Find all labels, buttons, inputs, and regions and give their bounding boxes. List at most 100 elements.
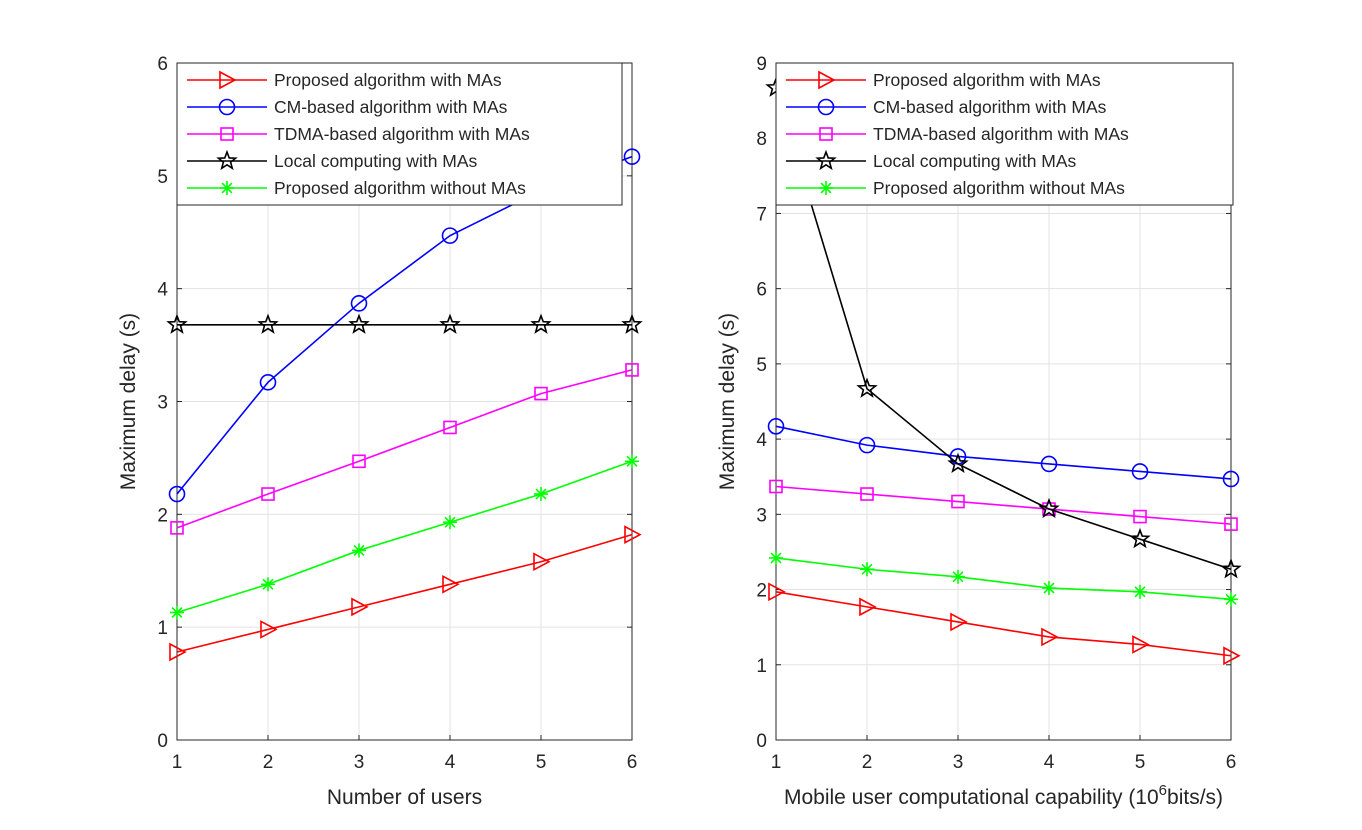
data-point-tdma-based-algorithm-with-mas-3 xyxy=(352,454,366,469)
series-group-right xyxy=(765,76,1242,666)
legend-marker xyxy=(819,127,833,141)
data-point-cm-based-algorithm-with-mas-2 xyxy=(259,374,277,391)
legend-left: Proposed algorithm with MAs CM-based algo… xyxy=(176,62,623,206)
legend-marker xyxy=(216,149,238,171)
data-point-tdma-based-algorithm-with-mas-6 xyxy=(1224,517,1238,531)
data-point-cm-based-algorithm-with-mas-2 xyxy=(858,436,876,454)
data-point-cm-based-algorithm-with-mas-5 xyxy=(1131,463,1149,480)
y-tick-label-2: 2 xyxy=(756,581,767,602)
y-tick-label-7: 7 xyxy=(756,204,767,225)
series-proposed-algorithm-without-mas xyxy=(170,454,639,620)
data-point-proposed-algorithm-without-mas-4 xyxy=(1042,581,1056,596)
x-tick-label-6: 6 xyxy=(627,752,638,773)
data-point-local-computing-with-mas-2 xyxy=(257,313,279,334)
legend-marker xyxy=(819,181,833,195)
x-axis-title-tail: bits/s) xyxy=(1167,786,1223,809)
data-point-tdma-based-algorithm-with-mas-3 xyxy=(951,494,965,509)
data-point-proposed-algorithm-with-mas-4 xyxy=(442,574,460,594)
y-tick-label-5: 5 xyxy=(157,167,168,188)
x-tick-label-6: 6 xyxy=(1226,752,1237,773)
y-tick-label-9: 9 xyxy=(756,54,767,75)
series-line-proposed-algorithm-with-mas xyxy=(775,591,1232,657)
y-tick-label-5: 5 xyxy=(756,355,767,376)
data-point-tdma-based-algorithm-with-mas-2 xyxy=(860,487,874,501)
series-line-proposed-algorithm-without-mas xyxy=(176,460,633,614)
data-point-cm-based-algorithm-with-mas-4 xyxy=(441,227,459,244)
data-point-proposed-algorithm-with-mas-5 xyxy=(1132,635,1150,654)
data-point-cm-based-algorithm-with-mas-1 xyxy=(767,418,785,435)
data-point-cm-based-algorithm-with-mas-3 xyxy=(350,295,368,312)
data-point-proposed-algorithm-with-mas-4 xyxy=(1041,627,1059,647)
series-group-left xyxy=(166,148,643,662)
data-point-local-computing-with-mas-4 xyxy=(439,313,461,334)
x-tick-label-5: 5 xyxy=(536,752,547,773)
x-tick-label-1: 1 xyxy=(172,752,183,773)
data-point-proposed-algorithm-with-mas-6 xyxy=(1223,646,1241,666)
x-axis-title-main: Mobile user computational capability (10 xyxy=(784,786,1159,809)
y-tick-label-0: 0 xyxy=(157,731,168,752)
data-point-proposed-algorithm-with-mas-3 xyxy=(351,597,369,617)
legend-label: Proposed algorithm with MAs xyxy=(274,70,502,90)
series-line-proposed-algorithm-without-mas xyxy=(775,557,1232,601)
data-point-proposed-algorithm-without-mas-1 xyxy=(769,550,783,565)
legend-label: TDMA-based algorithm with MAs xyxy=(873,124,1129,144)
y-axis-title-right: Maximum delay (s) xyxy=(716,313,739,490)
data-point-tdma-based-algorithm-with-mas-2 xyxy=(261,487,275,501)
data-point-tdma-based-algorithm-with-mas-6 xyxy=(625,363,639,377)
data-point-proposed-algorithm-without-mas-5 xyxy=(1133,584,1147,599)
data-point-tdma-based-algorithm-with-mas-1 xyxy=(769,479,783,494)
data-point-proposed-algorithm-with-mas-5 xyxy=(533,552,551,572)
x-tick-label-4: 4 xyxy=(445,752,456,773)
data-point-local-computing-with-mas-6 xyxy=(1220,557,1242,579)
data-point-proposed-algorithm-without-mas-3 xyxy=(951,569,965,584)
legend-label: Proposed algorithm with MAs xyxy=(873,70,1101,90)
data-point-proposed-algorithm-with-mas-6 xyxy=(624,525,642,544)
data-point-tdma-based-algorithm-with-mas-1 xyxy=(170,521,184,535)
data-point-proposed-algorithm-with-mas-2 xyxy=(859,597,877,617)
y-tick-label-6: 6 xyxy=(157,54,168,75)
legend-item-tdma-based-algorithm-with-mas: TDMA-based algorithm with MAs xyxy=(187,124,530,144)
legend-marker xyxy=(818,70,836,90)
x-tick-label-2: 2 xyxy=(862,752,873,773)
data-point-tdma-based-algorithm-with-mas-5 xyxy=(534,386,548,401)
legend-label: Proposed algorithm without MAs xyxy=(873,178,1125,198)
series-line-tdma-based-algorithm-with-mas xyxy=(775,485,1232,525)
legend-label: TDMA-based algorithm with MAs xyxy=(274,124,530,144)
data-point-proposed-algorithm-without-mas-4 xyxy=(443,515,457,530)
y-tick-label-4: 4 xyxy=(756,430,767,451)
legend-label: CM-based algorithm with MAs xyxy=(873,97,1107,117)
x-tick-label-3: 3 xyxy=(953,752,964,773)
data-point-proposed-algorithm-without-mas-5 xyxy=(534,487,548,502)
data-point-proposed-algorithm-without-mas-1 xyxy=(170,605,184,620)
series-proposed-algorithm-with-mas xyxy=(768,582,1241,666)
legend-marker xyxy=(218,98,236,116)
legend-item-tdma-based-algorithm-with-mas: TDMA-based algorithm with MAs xyxy=(786,124,1129,144)
data-point-proposed-algorithm-with-mas-3 xyxy=(950,612,968,632)
data-point-local-computing-with-mas-3 xyxy=(947,452,969,474)
data-point-local-computing-with-mas-4 xyxy=(1038,497,1060,519)
legend-item-cm-based-algorithm-with-mas: CM-based algorithm with MAs xyxy=(187,97,508,117)
y-axis-title-left: Maximum delay (s) xyxy=(117,313,140,490)
legend-label: CM-based algorithm with MAs xyxy=(274,97,508,117)
series-local-computing-with-mas xyxy=(166,313,643,334)
y-tick-label-3: 3 xyxy=(157,393,168,414)
legend-marker xyxy=(220,181,234,195)
data-point-proposed-algorithm-without-mas-6 xyxy=(625,454,639,469)
series-line-proposed-algorithm-with-mas xyxy=(176,533,633,653)
legend-marker xyxy=(220,127,234,141)
x-axis-title-left: Number of users xyxy=(327,786,482,809)
legend-label: Local computing with MAs xyxy=(274,151,478,171)
data-point-cm-based-algorithm-with-mas-6 xyxy=(623,148,641,165)
data-point-proposed-algorithm-with-mas-1 xyxy=(169,642,187,662)
data-point-tdma-based-algorithm-with-mas-4 xyxy=(443,420,457,435)
legend-marker xyxy=(817,98,835,116)
x-axis-title-superscript: 6 xyxy=(1159,782,1167,799)
data-point-cm-based-algorithm-with-mas-6 xyxy=(1222,470,1240,488)
x-tick-label-1: 1 xyxy=(771,752,782,773)
x-tick-label-3: 3 xyxy=(354,752,365,773)
y-tick-label-8: 8 xyxy=(756,129,767,150)
